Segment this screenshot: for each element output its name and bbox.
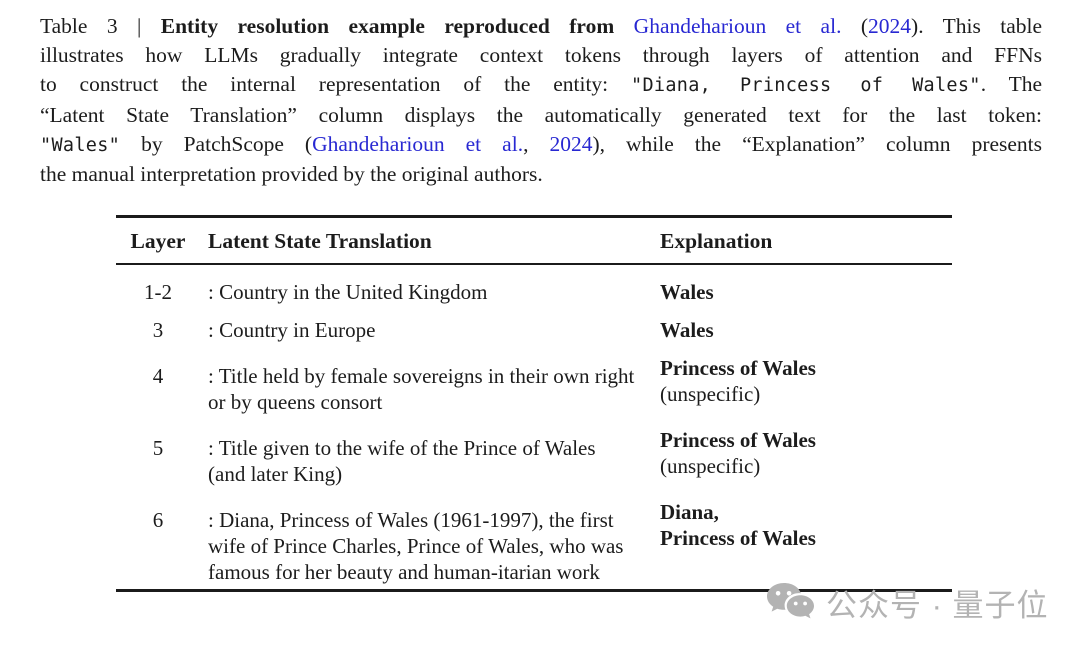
explanation-cell: Princess of Wales (unspecific) — [652, 419, 952, 491]
table-row: 4 : Title held by female sovereigns in th… — [116, 347, 952, 419]
explanation-bold-line: Princess of Wales — [660, 526, 816, 550]
explanation-bold-line: Diana, — [660, 500, 719, 524]
citation-link[interactable]: Ghandeharioun et al. — [312, 131, 524, 156]
entity-resolution-table: Layer Latent State Translation Explanati… — [116, 215, 952, 592]
caption-line: the manual interpretation provided by th… — [40, 160, 1042, 189]
explanation-cell: Wales — [652, 309, 952, 347]
table-row: 5 : Title given to the wife of the Prince… — [116, 419, 952, 491]
explanation-cell: Diana, Princess of Wales — [652, 491, 952, 591]
watermark: 公众号 · 量子位 — [764, 580, 1049, 625]
layer-cell: 5 — [152, 436, 164, 460]
explanation-note: (unspecific) — [660, 382, 761, 406]
column-header-label: Layer — [130, 229, 186, 253]
caption-text-segment: Entity resolution example reproduced fro… — [160, 14, 615, 38]
latent-state-translation-cell: : Title given to the wife of the Prince … — [208, 436, 596, 486]
explanation-bold-line: Princess of Wales — [660, 356, 816, 380]
caption-text-segment: to construct the internal representation… — [40, 72, 631, 97]
caption-text-segment: illustrates how LLMs gradually integrate… — [40, 43, 1042, 68]
watermark-text: 公众号 · 量子位 — [826, 588, 1049, 623]
caption-text-segment: ), while the “Explanation” column presen… — [592, 131, 1043, 156]
caption-text-segment: ( — [841, 14, 869, 38]
citation-link[interactable]: 2024 — [549, 131, 593, 156]
caption-text-segment: “Latent State Translation” column displa… — [40, 102, 1042, 127]
caption-text-segment — [614, 14, 633, 38]
table-row: 6 : Diana, Princess of Wales (1961-1997),… — [116, 491, 952, 591]
caption-text-segment: ). This table — [911, 14, 1043, 38]
table-caption: Table 3 | Entity resolution example repr… — [40, 12, 1042, 189]
wechat-icon — [764, 581, 818, 625]
explanation-cell: Princess of Wales (unspecific) — [652, 347, 952, 419]
caption-text-segment: the manual interpretation provided by th… — [40, 162, 543, 187]
caption-line: “Latent State Translation” column displa… — [40, 101, 1042, 130]
explanation-cell: Wales — [652, 264, 952, 309]
latent-state-translation-cell: : Title held by female sovereigns in the… — [208, 364, 635, 414]
layer-cell: 4 — [152, 364, 164, 388]
caption-line: illustrates how LLMs gradually integrate… — [40, 41, 1042, 70]
caption-text-segment: "Diana, Princess of Wales" — [631, 75, 981, 97]
layer-cell: 3 — [152, 318, 164, 342]
caption-line: "Wales" by PatchScope (Ghandeharioun et … — [40, 130, 1042, 160]
citation-link[interactable]: 2024 — [868, 14, 912, 38]
column-header-label: Explanation — [660, 229, 773, 253]
explanation-bold-line: Wales — [660, 318, 714, 342]
table-header-row: Layer Latent State Translation Explanati… — [116, 216, 952, 265]
column-header-latent-state-translation: Latent State Translation — [200, 216, 652, 265]
explanation-note: (unspecific) — [660, 454, 761, 478]
latent-state-translation-cell: : Country in Europe — [208, 318, 376, 342]
explanation-bold-line: Wales — [660, 280, 714, 304]
table-row: 3 : Country in Europe Wales — [116, 309, 952, 347]
explanation-bold-line: Princess of Wales — [660, 428, 816, 452]
citation-link[interactable]: Ghandeharioun et al. — [633, 14, 842, 38]
caption-text-segment: . The — [980, 72, 1042, 97]
caption-text-segment: , — [523, 131, 550, 156]
table-body: 1-2: Country in the United Kingdom Wales 3… — [116, 264, 952, 591]
column-header-layer: Layer — [116, 216, 200, 265]
column-header-label: Latent State Translation — [208, 229, 432, 253]
caption-text-segment: by PatchScope ( — [120, 131, 313, 156]
caption-text-segment: Table 3 | — [40, 14, 161, 38]
table-row: 1-2 : Country in the United Kingdom Wales — [116, 264, 952, 309]
caption-line: Table 3 | Entity resolution example repr… — [40, 12, 1042, 41]
latent-state-translation-cell: : Country in the United Kingdom — [208, 280, 488, 304]
latent-state-translation-cell: : Diana, Princess of Wales (1961-1997), … — [208, 508, 624, 584]
layer-cell: 6 — [152, 508, 164, 532]
caption-text-segment: "Wales" — [40, 134, 121, 156]
caption-line: to construct the internal representation… — [40, 70, 1042, 100]
layer-cell: 1-2 — [144, 280, 172, 304]
column-header-explanation: Explanation — [652, 216, 952, 265]
